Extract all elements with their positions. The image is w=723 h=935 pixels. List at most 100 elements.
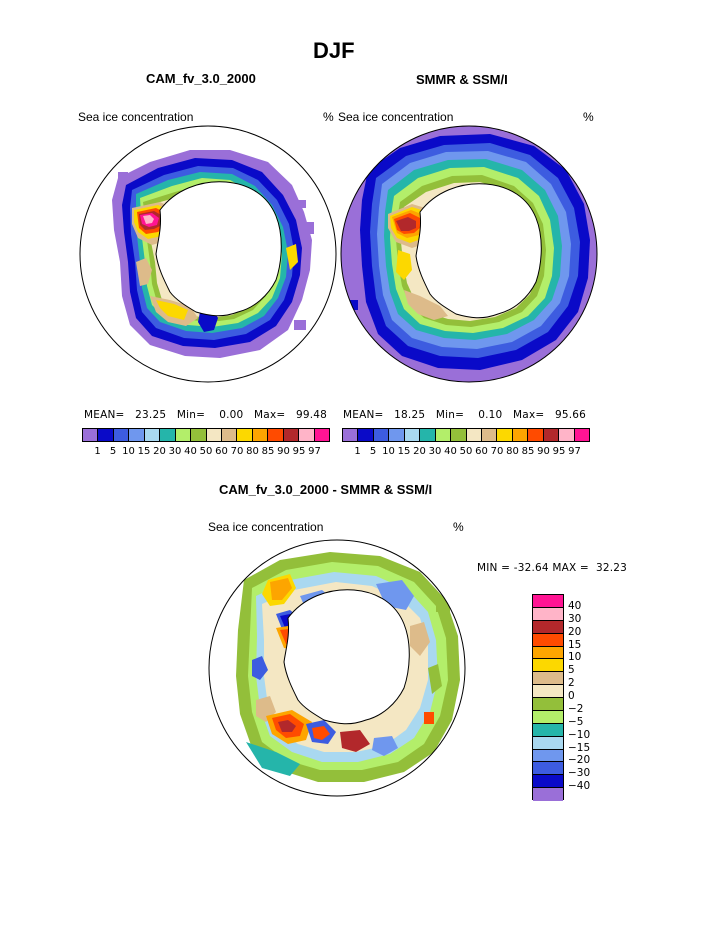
colorbar-tick-label: 5 <box>109 446 117 457</box>
colorbar-tick-label: 20 <box>568 625 582 638</box>
diff-field <box>236 552 460 782</box>
colorbar-tick-label: 95 <box>292 446 306 457</box>
left-max-value: 99.48 <box>295 409 328 421</box>
colorbar-swatch <box>574 429 589 441</box>
colorbar-tick-label: 10 <box>382 446 395 457</box>
diff-min-label: MIN = <box>477 562 511 574</box>
right-max-label: Max= <box>513 409 545 421</box>
colorbar-tick-label: −15 <box>568 741 591 754</box>
colorbar-tick-label: 85 <box>521 446 535 457</box>
colorbar-tick-label: 40 <box>184 446 197 457</box>
colorbar-tick-label: 15 <box>137 446 151 457</box>
left-sea-ice-field <box>112 150 314 358</box>
colorbar-swatch <box>533 620 563 634</box>
colorbar-tick-label: −30 <box>568 767 591 780</box>
colorbar-swatch <box>314 429 329 441</box>
colorbar-swatch <box>512 429 529 441</box>
colorbar-swatch <box>129 429 145 441</box>
diff-stats: MIN = -32.64 MAX = 32.23 <box>477 562 627 574</box>
diff-map <box>208 539 466 797</box>
colorbar-swatch <box>481 429 498 441</box>
colorbar-swatch <box>435 429 452 441</box>
figure-title: DJF <box>313 38 355 63</box>
colorbar-swatch <box>533 672 563 686</box>
colorbar-tick-label: −10 <box>568 728 591 741</box>
right-stats: MEAN= 18.25 Min= 0.10 Max= 95.66 <box>343 409 586 421</box>
right-mean-value: 18.25 <box>394 409 426 421</box>
colorbar-swatch <box>404 429 421 441</box>
colorbar-tick-label: 20 <box>153 446 166 457</box>
colorbar-swatch <box>533 788 563 801</box>
right-units-label: % <box>583 110 594 124</box>
colorbar-tick-label: 30 <box>568 612 582 625</box>
left-max-label: Max= <box>254 409 286 421</box>
colorbar-swatch <box>373 429 390 441</box>
colorbar-swatch <box>221 429 238 441</box>
colorbar-swatch <box>533 659 563 673</box>
colorbar-swatch <box>252 429 269 441</box>
colorbar-swatch <box>533 646 563 660</box>
left-mean-label: MEAN= <box>84 409 125 421</box>
colorbar-swatch <box>533 607 563 621</box>
colorbar-swatch <box>533 710 563 724</box>
colorbar-tick-label: 10 <box>122 446 135 457</box>
colorbar-tick-label: 15 <box>397 446 411 457</box>
colorbar-tick-label: 40 <box>444 446 457 457</box>
colorbar-tick-label: −5 <box>568 715 584 728</box>
left-colorbar <box>82 428 330 442</box>
colorbar-swatch <box>559 429 575 441</box>
diff-field-label: Sea ice concentration <box>208 520 324 534</box>
left-units-label: % <box>323 110 334 124</box>
colorbar-tick-label: 70 <box>490 446 504 457</box>
colorbar-tick-label: −2 <box>568 702 584 715</box>
colorbar-tick-label: −20 <box>568 754 591 767</box>
colorbar-tick-label: 1 <box>354 446 361 457</box>
colorbar-swatch <box>420 429 436 441</box>
right-field-label: Sea ice concentration <box>338 110 454 124</box>
colorbar-tick-label: 80 <box>246 446 259 457</box>
diff-colorbar <box>532 594 564 801</box>
left-map <box>79 125 337 383</box>
colorbar-tick-label: 30 <box>168 446 182 457</box>
right-colorbar <box>342 428 590 442</box>
colorbar-tick-label: 30 <box>428 446 442 457</box>
colorbar-swatch <box>533 762 563 776</box>
colorbar-swatch <box>268 429 284 441</box>
colorbar-swatch <box>533 595 563 608</box>
colorbar-tick-label: −40 <box>568 780 591 793</box>
colorbar-swatch <box>160 429 176 441</box>
colorbar-swatch <box>237 429 253 441</box>
colorbar-swatch <box>533 775 563 789</box>
colorbar-tick-label: 97 <box>308 446 321 457</box>
colorbar-swatch <box>191 429 207 441</box>
colorbar-tick-label: 90 <box>537 446 550 457</box>
colorbar-tick-label: 10 <box>568 651 582 664</box>
colorbar-swatch <box>497 429 513 441</box>
colorbar-swatch <box>144 429 161 441</box>
colorbar-swatch <box>206 429 222 441</box>
left-stats: MEAN= 23.25 Min= 0.00 Max= 99.48 <box>84 409 327 421</box>
diff-units-label: % <box>453 520 464 534</box>
colorbar-tick-label: 80 <box>506 446 519 457</box>
colorbar-tick-label: 2 <box>568 677 575 690</box>
left-mean-value: 23.25 <box>135 409 167 421</box>
colorbar-tick-label: 85 <box>261 446 275 457</box>
colorbar-tick-label: 20 <box>413 446 426 457</box>
colorbar-swatch <box>343 429 359 441</box>
colorbar-tick-label: 1 <box>94 446 101 457</box>
colorbar-swatch <box>533 685 563 698</box>
colorbar-tick-label: 90 <box>277 446 290 457</box>
left-field-label: Sea ice concentration <box>78 110 194 124</box>
diff-min-value: -32.64 <box>513 562 549 574</box>
colorbar-tick-label: 5 <box>568 664 575 677</box>
colorbar-tick-label: 50 <box>459 446 473 457</box>
left-panel-title: CAM_fv_3.0_2000 <box>146 71 256 86</box>
right-max-value: 95.66 <box>554 409 587 421</box>
right-min-label: Min= <box>435 409 465 421</box>
colorbar-swatch <box>299 429 315 441</box>
colorbar-tick-label: 0 <box>568 690 575 702</box>
colorbar-swatch <box>113 429 130 441</box>
colorbar-tick-label: 40 <box>568 599 582 612</box>
colorbar-swatch <box>451 429 467 441</box>
